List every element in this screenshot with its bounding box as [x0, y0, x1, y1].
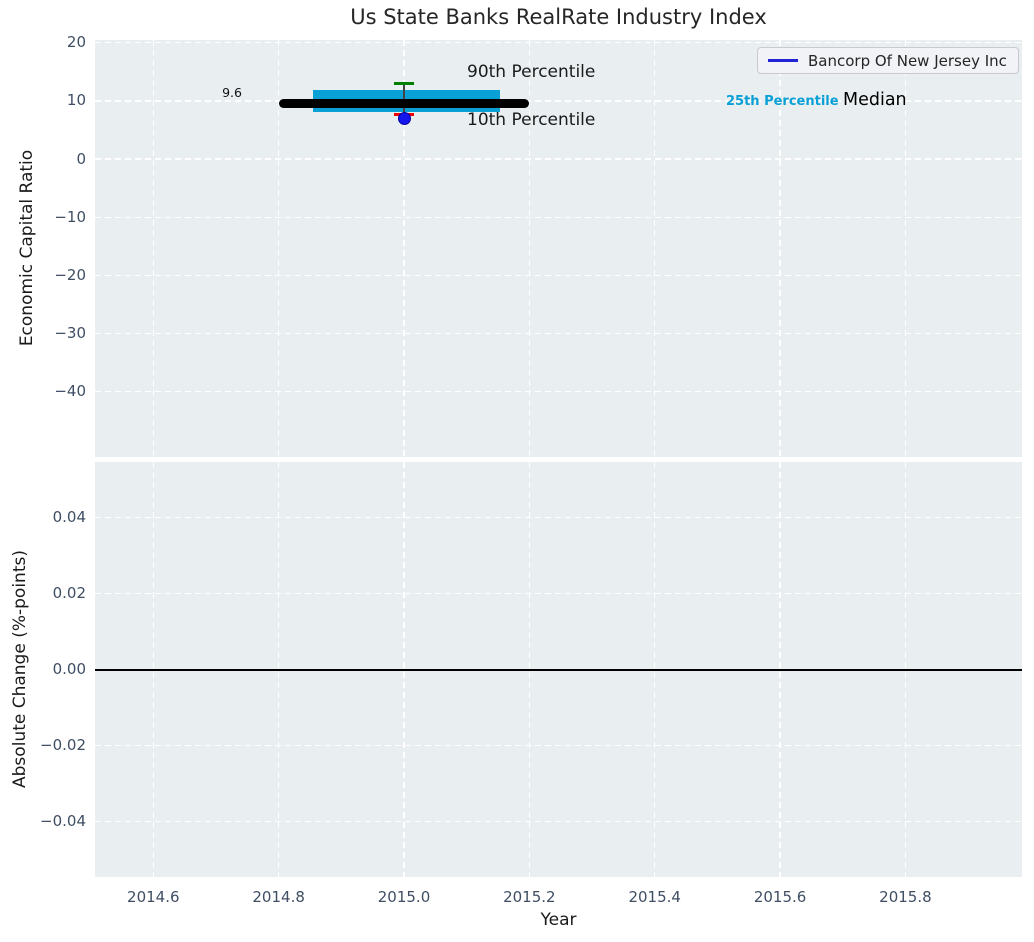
y-tick-label: 20 [66, 33, 86, 52]
chart-title: Us State Banks RealRate Industry Index [350, 5, 767, 29]
p90-cap [393, 82, 415, 86]
y-tick-label: −10 [54, 207, 86, 226]
y-tick-label: 0.02 [52, 584, 86, 603]
y-tick-label: 0.04 [52, 508, 86, 527]
x-axis-label: Year [540, 910, 577, 930]
gridline-horizontal [95, 332, 1022, 335]
axes-economic-capital-ratio [95, 40, 1022, 457]
x-tick-label: 2014.6 [127, 888, 180, 906]
gridline-horizontal [95, 744, 1022, 746]
gridline-horizontal [95, 517, 1022, 519]
y-tick-label: −30 [54, 324, 86, 343]
gridline-vertical [152, 40, 154, 457]
y-tick-label: −20 [54, 265, 86, 284]
gridline-horizontal [95, 42, 1022, 44]
x-tick-label: 2015.2 [503, 888, 556, 906]
median-annotation: Median [843, 90, 907, 110]
p25-annotation: 25th Percentile [726, 94, 839, 109]
p90-annotation: 90th Percentile [467, 62, 596, 82]
median-line [278, 98, 530, 108]
axes-absolute-change [95, 462, 1022, 877]
x-tick-label: 2015.6 [753, 888, 807, 906]
gridline-vertical [904, 40, 907, 457]
y-tick-label: 0 [76, 149, 86, 168]
x-tick-label: 2015.4 [628, 888, 681, 906]
gridline-horizontal [95, 216, 1022, 218]
gridline-vertical [403, 40, 405, 457]
zero-line [95, 668, 1022, 671]
y-tick-label: −0.02 [40, 735, 86, 754]
y-tick-label: 0.00 [52, 660, 86, 678]
gridline-horizontal [95, 274, 1022, 277]
legend-line-swatch [768, 59, 798, 62]
y-tick-label: 10 [66, 91, 86, 110]
gridline-vertical [277, 40, 280, 457]
gridline-horizontal [95, 158, 1022, 160]
x-tick-label: 2015.0 [377, 888, 431, 906]
gridline-horizontal [95, 820, 1022, 822]
y-axis-label-top: Economic Capital Ratio [17, 149, 37, 347]
legend: Bancorp Of New Jersey Inc [757, 47, 1019, 74]
y-tick-label: −40 [54, 382, 86, 401]
x-tick-label: 2014.8 [252, 888, 305, 906]
x-tick-label: 2015.8 [879, 888, 932, 906]
legend-label: Bancorp Of New Jersey Inc [808, 51, 1007, 70]
gridline-horizontal [95, 100, 1022, 102]
y-tick-label: −0.04 [40, 811, 86, 830]
company-point [397, 111, 411, 125]
gridline-vertical [654, 40, 656, 457]
p10-annotation: 10th Percentile [467, 110, 596, 130]
median-value-annotation: 9.6 [222, 85, 242, 100]
gridline-vertical [779, 40, 781, 457]
gridline-horizontal [95, 592, 1022, 595]
gridline-horizontal [95, 391, 1022, 393]
gridline-vertical [528, 40, 530, 457]
